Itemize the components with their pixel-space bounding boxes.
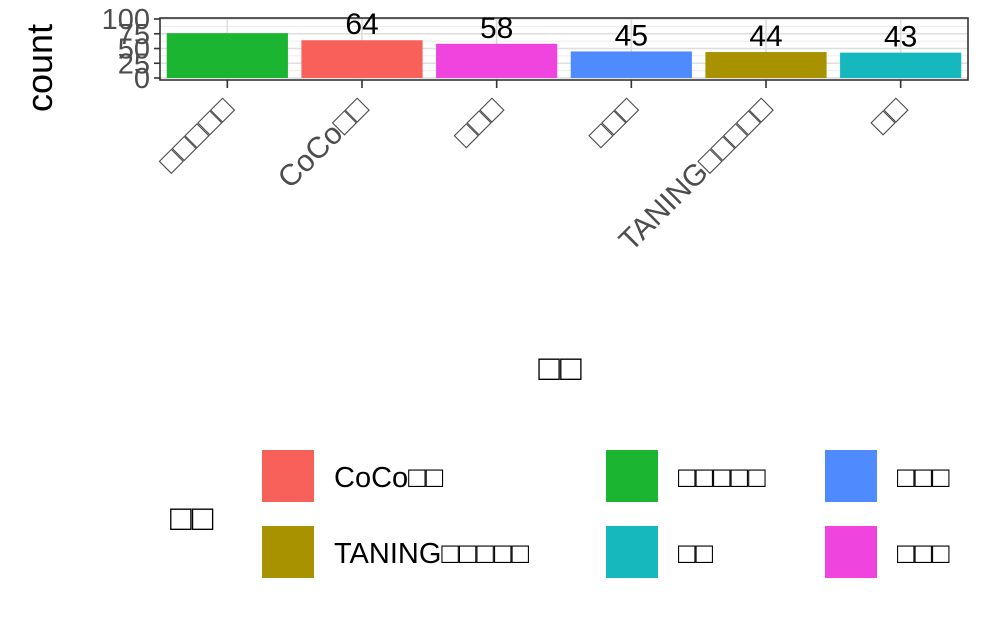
data-label: 64 xyxy=(345,8,378,41)
data-label: 45 xyxy=(615,19,648,52)
y-tick-label: 100 xyxy=(102,4,150,36)
legend-swatch xyxy=(262,526,314,578)
legend-swatch xyxy=(825,526,877,578)
legend-title: □□ xyxy=(170,497,214,538)
x-axis: □□□□□ CoCo□□ □□□ □□□TANING□□□□□ □□ xyxy=(153,80,914,258)
bar xyxy=(840,52,962,78)
bar xyxy=(436,43,558,78)
x-tick-label: CoCo□□ xyxy=(272,91,376,195)
legend-swatch xyxy=(606,526,658,578)
y-axis-title: count xyxy=(19,24,60,112)
legend-label: TANING□□□□□ xyxy=(334,538,529,570)
bar xyxy=(705,52,827,78)
y-tick-label: 0 xyxy=(134,63,150,95)
legend-label: □□□ xyxy=(897,462,950,494)
legend-label: CoCo□□ xyxy=(334,462,444,494)
data-label: 58 xyxy=(480,12,513,45)
bars xyxy=(166,33,962,78)
legend-label: □□□ xyxy=(897,538,950,570)
x-tick-label: □□□ xyxy=(448,91,510,153)
legend: □□ CoCo□□TANING□□□□□□□□□□□□□□□□□□ xyxy=(170,450,950,578)
y-tick-label: 50 xyxy=(118,34,150,66)
legend-label: □□□□□ xyxy=(678,462,766,494)
x-axis-title: □□ xyxy=(538,347,582,388)
legend-swatch xyxy=(606,450,658,502)
legend-swatch xyxy=(262,450,314,502)
legend-swatch xyxy=(825,450,877,502)
bar xyxy=(570,51,692,78)
data-label: 43 xyxy=(884,21,917,54)
data-label: 44 xyxy=(749,20,782,53)
y-tick-label: 25 xyxy=(118,48,150,80)
bar xyxy=(166,33,288,78)
data-labels: 64 58 45 44 43 xyxy=(345,8,917,53)
bar xyxy=(301,40,423,78)
x-tick-label: □□ xyxy=(865,91,915,141)
x-tick-label: □□□ xyxy=(582,91,644,153)
legend-label: □□ xyxy=(678,538,714,570)
y-tick-label: 75 xyxy=(118,19,150,51)
x-tick-label: □□□□□ xyxy=(153,91,241,179)
